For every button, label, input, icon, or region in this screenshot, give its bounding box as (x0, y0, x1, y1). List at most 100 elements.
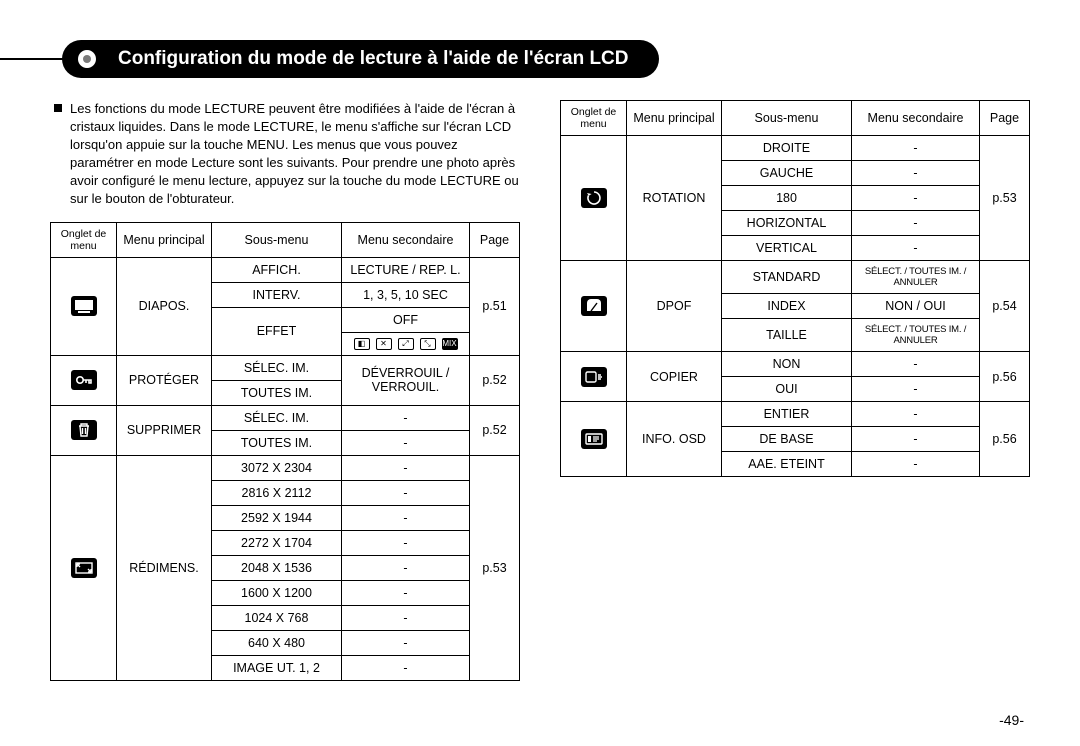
content-columns: Les fonctions du mode LECTURE peuvent êt… (50, 100, 1030, 681)
cell: - (852, 352, 980, 377)
cell: NON / OUI (852, 294, 980, 319)
cell: SÉLEC. IM. (212, 405, 342, 430)
menu-table-2: Onglet de menu Menu principal Sous-menu … (560, 100, 1030, 477)
effect-glyph-icon: ◧ (354, 338, 370, 350)
page-number: -49- (999, 712, 1024, 728)
effect-glyph-cell: ◧ ✕ ⤢ ⤡ MIX (342, 332, 470, 355)
cell: INDEX (722, 294, 852, 319)
cell: - (852, 186, 980, 211)
cell: - (852, 377, 980, 402)
tab-icon-cell (51, 455, 117, 680)
key-icon (71, 370, 97, 390)
cell: NON (722, 352, 852, 377)
hdr-sec: Menu secondaire (852, 101, 980, 136)
table-row: DIAPOS. AFFICH. LECTURE / REP. L. p.51 (51, 257, 520, 282)
table-row: ROTATION DROITE - p.53 (561, 136, 1030, 161)
cell-dpof: DPOF (627, 261, 722, 352)
cell: DÉVERROUIL / VERROUIL. (342, 355, 470, 405)
hdr-tab: Onglet de menu (561, 101, 627, 136)
copy-card-icon (581, 367, 607, 387)
tab-icon-cell (51, 405, 117, 455)
hdr-sec: Menu secondaire (342, 222, 470, 257)
cell: STANDARD (722, 261, 852, 294)
cell: - (342, 430, 470, 455)
cell: OFF (342, 307, 470, 332)
right-column: Onglet de menu Menu principal Sous-menu … (560, 100, 1030, 681)
cell: - (852, 136, 980, 161)
cell: 640 X 480 (212, 630, 342, 655)
cell: HORIZONTAL (722, 211, 852, 236)
cell: - (342, 605, 470, 630)
table-row: PROTÉGER SÉLEC. IM. DÉVERROUIL / VERROUI… (51, 355, 520, 380)
tab-icon-cell (561, 261, 627, 352)
tab-icon-cell (561, 352, 627, 402)
cell-page: p.52 (470, 355, 520, 405)
cell: SÉLECT. / TOUTES IM. / ANNULER (852, 261, 980, 294)
cell-redimens: RÉDIMENS. (117, 455, 212, 680)
cell: - (342, 480, 470, 505)
cell-proteger: PROTÉGER (117, 355, 212, 405)
cell-supprimer: SUPPRIMER (117, 405, 212, 455)
cell: INTERV. (212, 282, 342, 307)
cell-info-osd: INFO. OSD (627, 402, 722, 477)
cell: - (342, 630, 470, 655)
cell-page: p.52 (470, 405, 520, 455)
dpof-icon (581, 296, 607, 316)
effect-glyph-icon: ⤢ (398, 338, 414, 350)
hdr-sub: Sous-menu (722, 101, 852, 136)
table-row: Onglet de menu Menu principal Sous-menu … (51, 222, 520, 257)
osd-info-icon (581, 429, 607, 449)
intro-paragraph: Les fonctions du mode LECTURE peuvent êt… (54, 100, 520, 208)
cell: - (342, 655, 470, 680)
manual-page: Configuration du mode de lecture à l'aid… (0, 0, 1080, 746)
hdr-page: Page (980, 101, 1030, 136)
hdr-page: Page (470, 222, 520, 257)
cell: - (342, 455, 470, 480)
cell: 1600 X 1200 (212, 580, 342, 605)
table-row: DPOF STANDARD SÉLECT. / TOUTES IM. / ANN… (561, 261, 1030, 294)
cell: AFFICH. (212, 257, 342, 282)
cell: - (852, 427, 980, 452)
cell: DROITE (722, 136, 852, 161)
square-bullet-icon (54, 104, 62, 112)
cell: 2816 X 2112 (212, 480, 342, 505)
cell: ENTIER (722, 402, 852, 427)
table-row: INFO. OSD ENTIER - p.56 (561, 402, 1030, 427)
hdr-main: Menu principal (627, 101, 722, 136)
menu-table-1: Onglet de menu Menu principal Sous-menu … (50, 222, 520, 681)
cell: LECTURE / REP. L. (342, 257, 470, 282)
cell: 180 (722, 186, 852, 211)
cell: - (852, 211, 980, 236)
cell: - (342, 530, 470, 555)
cell: IMAGE UT. 1, 2 (212, 655, 342, 680)
cell: - (342, 405, 470, 430)
cell: - (342, 580, 470, 605)
slideshow-icon (71, 296, 97, 316)
cell: - (852, 161, 980, 186)
cell-page: p.53 (980, 136, 1030, 261)
cell: - (342, 505, 470, 530)
cell: OUI (722, 377, 852, 402)
tab-icon-cell (561, 402, 627, 477)
cell: DE BASE (722, 427, 852, 452)
cell: TOUTES IM. (212, 430, 342, 455)
cell-page: p.53 (470, 455, 520, 680)
effect-glyph-icon: ⤡ (420, 338, 436, 350)
resize-icon (71, 558, 97, 578)
cell: TAILLE (722, 319, 852, 352)
cell-page: p.56 (980, 402, 1030, 477)
cell: 1024 X 768 (212, 605, 342, 630)
intro-text: Les fonctions du mode LECTURE peuvent êt… (70, 100, 520, 208)
cell-page: p.56 (980, 352, 1030, 402)
cell: 3072 X 2304 (212, 455, 342, 480)
cell-page: p.51 (470, 257, 520, 355)
cell-rotation: ROTATION (627, 136, 722, 261)
pill-bullet-icon (78, 50, 96, 68)
page-title-pill: Configuration du mode de lecture à l'aid… (62, 40, 659, 78)
hdr-main: Menu principal (117, 222, 212, 257)
page-title: Configuration du mode de lecture à l'aid… (118, 48, 629, 69)
cell: 1, 3, 5, 10 SEC (342, 282, 470, 307)
cell: 2272 X 1704 (212, 530, 342, 555)
cell: - (852, 402, 980, 427)
cell: - (852, 236, 980, 261)
